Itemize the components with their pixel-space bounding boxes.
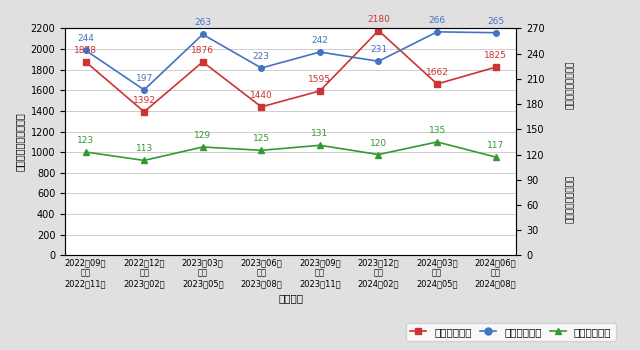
平均建物面積: [82, 150, 90, 154]
X-axis label: 成約年月: 成約年月: [278, 294, 303, 303]
平均土地面積: [492, 30, 499, 35]
Line: 平均土地面積: 平均土地面積: [83, 29, 499, 93]
Text: 1878: 1878: [74, 46, 97, 55]
Text: 1825: 1825: [484, 51, 507, 60]
平均土地面積: [82, 48, 90, 52]
Line: 平均成約価格: 平均成約価格: [83, 28, 499, 114]
平均土地面積: [199, 32, 207, 36]
Text: 129: 129: [194, 131, 211, 140]
平均土地面積: [316, 50, 324, 54]
Text: 120: 120: [370, 139, 387, 148]
Line: 平均建物面積: 平均建物面積: [83, 139, 499, 163]
Text: 265: 265: [487, 17, 504, 26]
平均成約価格: [433, 82, 441, 86]
Text: 1440: 1440: [250, 91, 273, 100]
Text: 113: 113: [136, 145, 153, 153]
Text: 242: 242: [312, 36, 328, 45]
平均建物面積: [492, 155, 499, 159]
Text: 263: 263: [194, 19, 211, 27]
平均成約価格: [140, 110, 148, 114]
平均建物面積: [316, 143, 324, 147]
Text: 117: 117: [487, 141, 504, 150]
平均建物面積: [433, 140, 441, 144]
平均建物面積: [199, 145, 207, 149]
Text: 1392: 1392: [132, 96, 156, 105]
平均成約価格: [374, 28, 382, 33]
Text: 135: 135: [428, 126, 445, 135]
平均土地面積: [374, 59, 382, 63]
Text: 1662: 1662: [426, 68, 449, 77]
Text: 266: 266: [429, 16, 445, 25]
Text: 1876: 1876: [191, 46, 214, 55]
平均成約価格: [199, 60, 207, 64]
Text: 2180: 2180: [367, 15, 390, 23]
平均成約価格: [492, 65, 499, 69]
平均建物面積: [257, 148, 265, 153]
Text: 223: 223: [253, 52, 270, 61]
平均土地面積: [433, 30, 441, 34]
平均土地面積: [257, 66, 265, 70]
Legend: 平均成約価格, 平均土地面積, 平均建物面積: 平均成約価格, 平均土地面積, 平均建物面積: [406, 323, 616, 341]
平均土地面積: [140, 88, 148, 92]
平均成約価格: [82, 60, 90, 64]
Text: 125: 125: [253, 134, 270, 144]
Text: 平均土地面積（㎡）: 平均土地面積（㎡）: [566, 61, 575, 110]
平均成約価格: [257, 105, 265, 109]
Text: 197: 197: [136, 74, 153, 83]
Text: 231: 231: [370, 45, 387, 54]
Text: 131: 131: [311, 130, 328, 138]
平均建物面積: [374, 153, 382, 157]
Text: 123: 123: [77, 136, 94, 145]
平均建物面積: [140, 158, 148, 162]
Text: 244: 244: [77, 34, 94, 43]
Text: 平均建物面積（㎡）: 平均建物面積（㎡）: [566, 174, 575, 223]
平均成約価格: [316, 89, 324, 93]
Text: 1595: 1595: [308, 75, 332, 84]
Y-axis label: 平均成約価格（万円）: 平均成約価格（万円）: [15, 113, 25, 171]
